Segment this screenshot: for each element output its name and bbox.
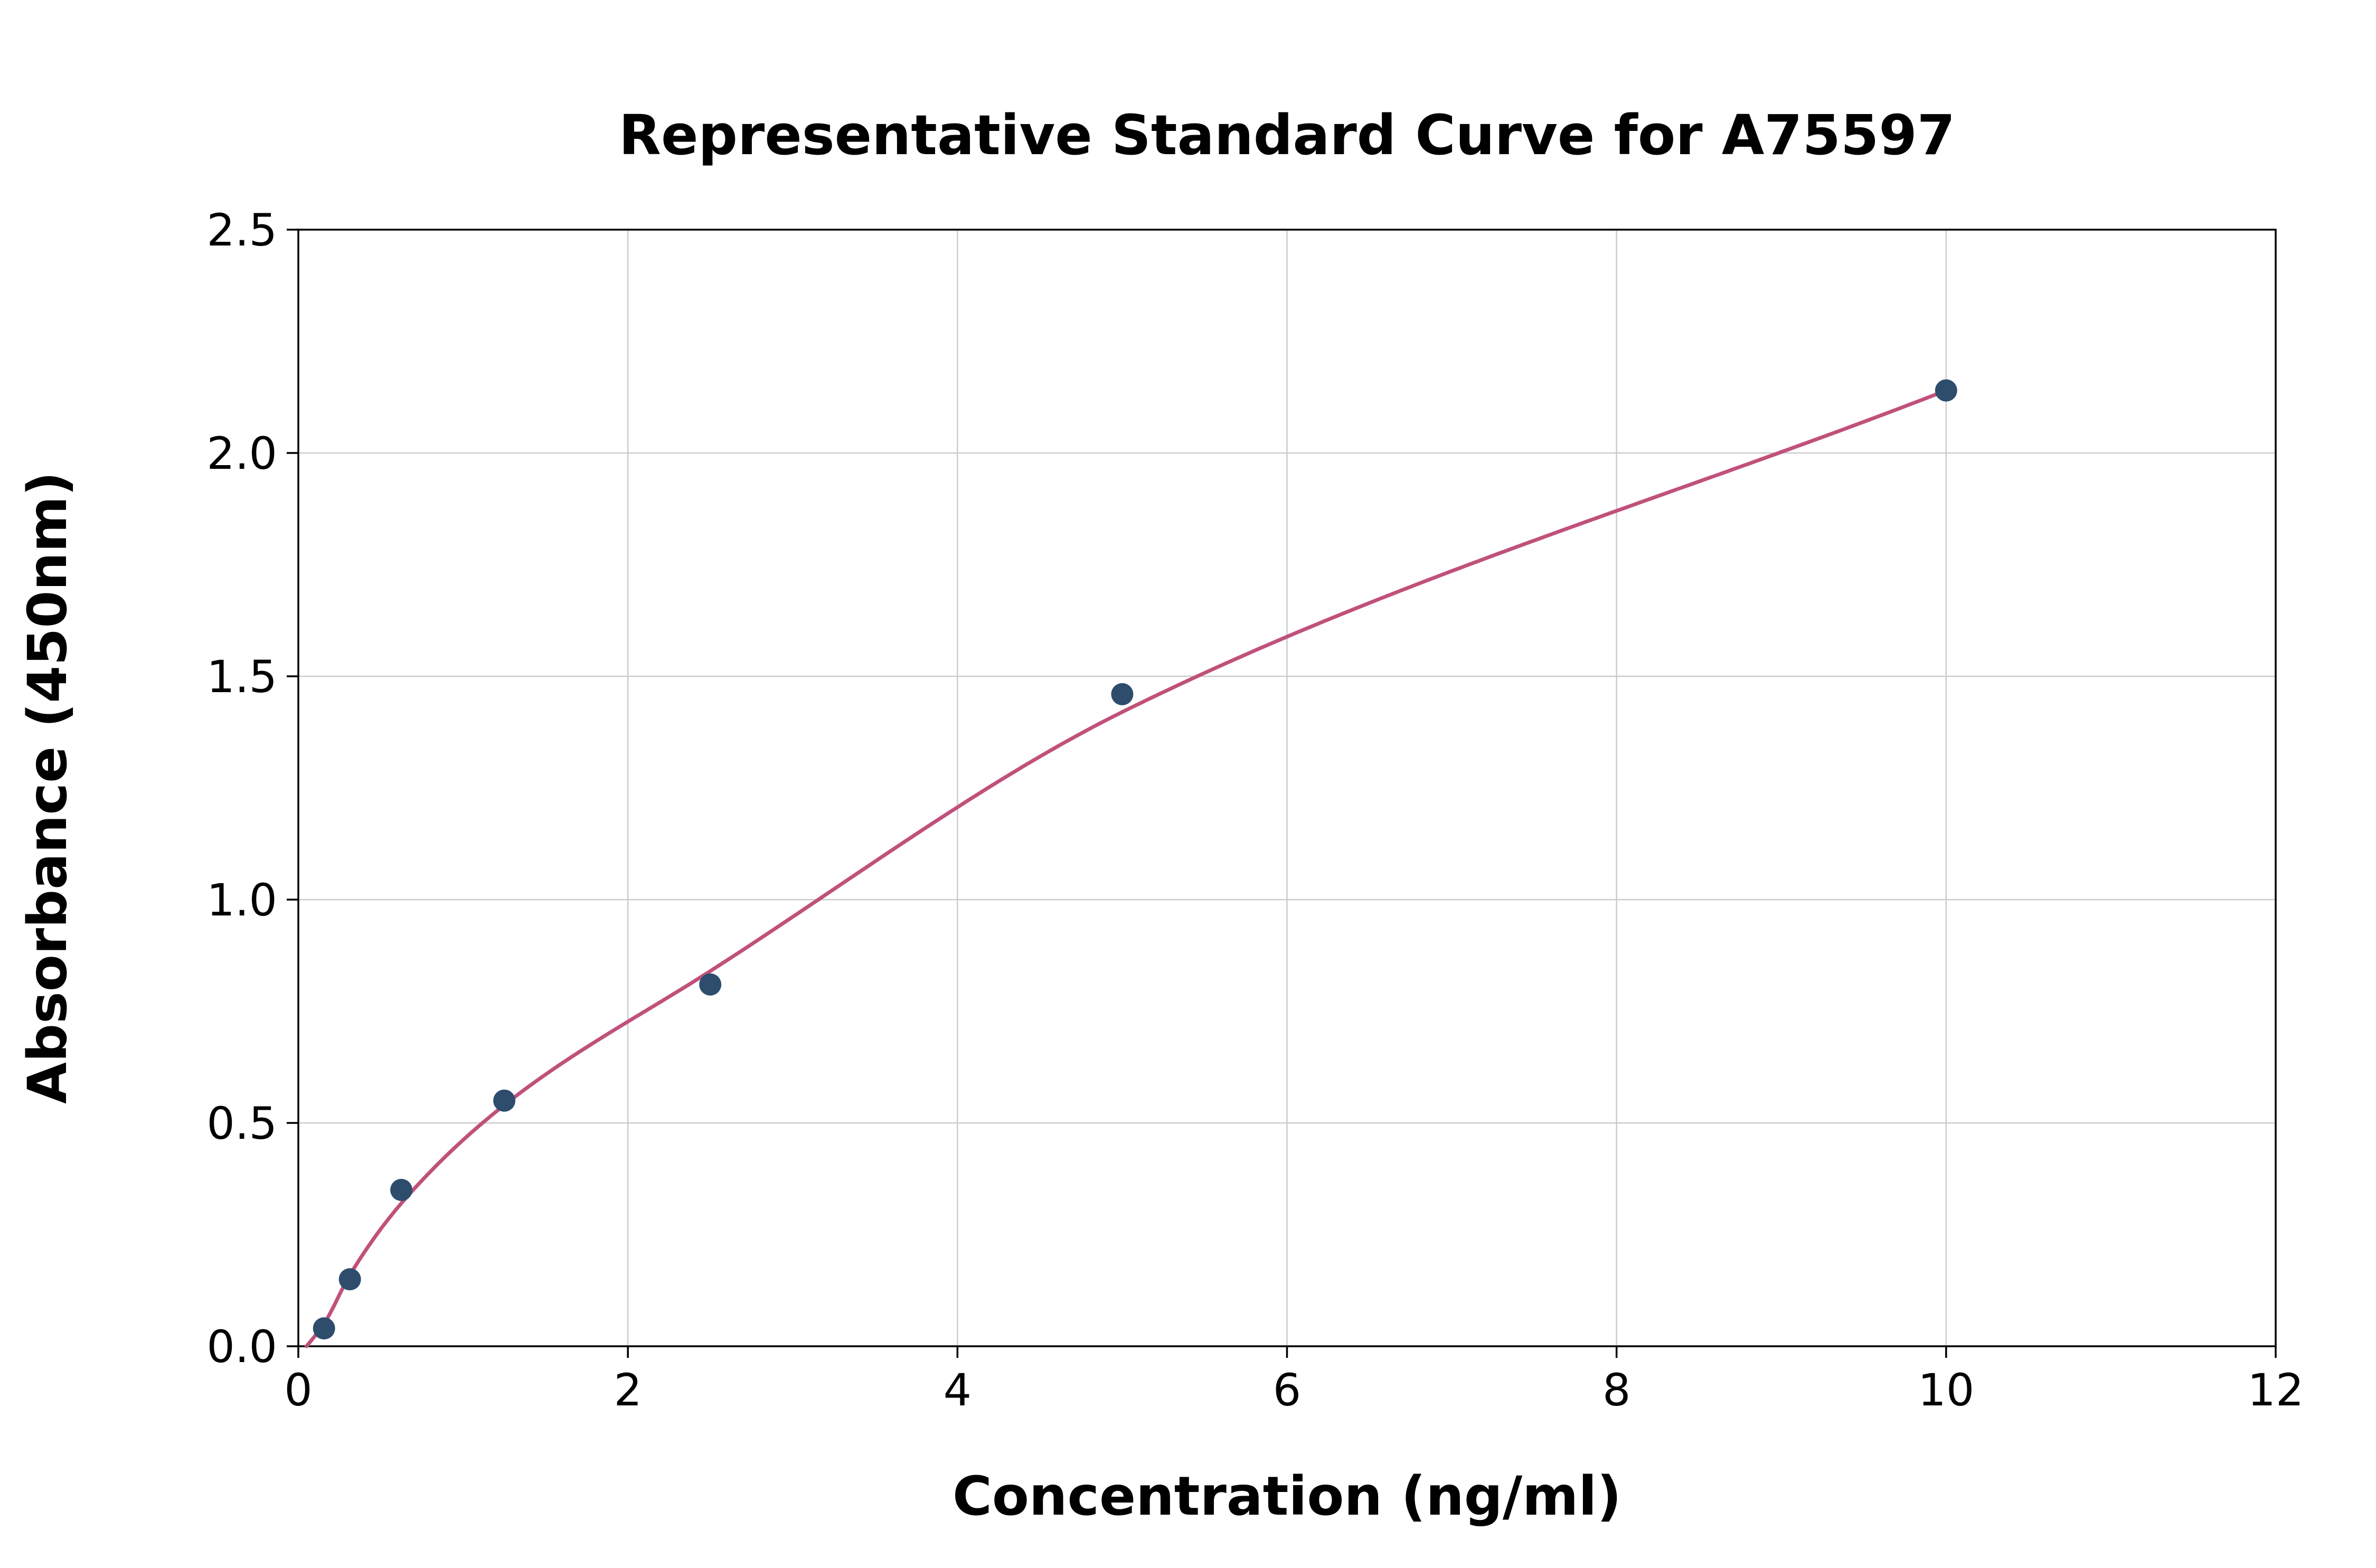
data-point <box>1935 379 1957 402</box>
fit-curve <box>305 389 1948 1348</box>
data-point <box>1111 683 1134 705</box>
x-tick-label: 12 <box>2248 1364 2304 1416</box>
y-tick-label: 2.5 <box>206 204 277 256</box>
data-point <box>313 1317 335 1340</box>
y-tick-label: 0.5 <box>206 1098 277 1149</box>
data-point <box>390 1178 413 1201</box>
x-tick-label: 0 <box>284 1364 312 1416</box>
x-tick-label: 10 <box>1918 1364 1974 1416</box>
y-tick-label: 1.5 <box>206 651 277 703</box>
y-tick-label: 0.0 <box>206 1321 277 1373</box>
y-tick-label: 2.0 <box>206 428 277 479</box>
data-point <box>338 1268 361 1291</box>
x-tick-label: 2 <box>614 1364 642 1416</box>
x-tick-label: 8 <box>1602 1364 1630 1416</box>
x-tick-label: 6 <box>1273 1364 1301 1416</box>
y-tick-label: 1.0 <box>206 874 277 926</box>
data-point <box>493 1089 516 1112</box>
x-axis-label: Concentration (ng/ml) <box>953 1465 1621 1528</box>
plot-border <box>297 229 2277 1347</box>
x-tick-label: 4 <box>944 1364 972 1416</box>
chart-title: Representative Standard Curve for A75597 <box>618 103 1956 167</box>
data-point <box>699 973 722 996</box>
